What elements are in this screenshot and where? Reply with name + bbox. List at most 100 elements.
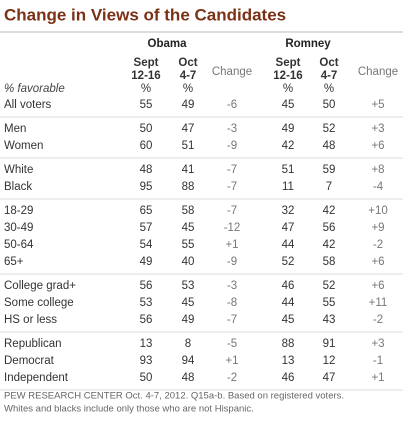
cell: 88 xyxy=(282,338,295,350)
cell: 50 xyxy=(323,99,336,111)
column-header: Sept xyxy=(134,57,159,69)
cell: 32 xyxy=(282,205,295,217)
cell: +3 xyxy=(371,123,384,135)
cell: -2 xyxy=(227,372,237,384)
column-header: Change xyxy=(358,66,398,78)
cell: -2 xyxy=(373,239,383,251)
cell: -3 xyxy=(227,123,237,135)
column-header: Change xyxy=(212,66,252,78)
cell: -8 xyxy=(227,297,237,309)
cell: 52 xyxy=(323,280,336,292)
cell: +1 xyxy=(225,239,238,251)
cell: -5 xyxy=(227,338,237,350)
footer: PEW RESEARCH CENTER Oct. 4-7, 2012. Q15a… xyxy=(4,391,344,402)
cell: 51 xyxy=(182,140,195,152)
cell: 40 xyxy=(182,256,195,268)
cell: 57 xyxy=(140,222,153,234)
cell: 43 xyxy=(323,314,336,326)
cell: 56 xyxy=(323,222,336,234)
unit-cell: % xyxy=(141,83,151,95)
cell: 51 xyxy=(282,164,295,176)
column-header: 12-16 xyxy=(131,70,160,82)
cell: -9 xyxy=(227,140,237,152)
cell: -9 xyxy=(227,256,237,268)
cell: 94 xyxy=(182,355,195,367)
cell: +6 xyxy=(371,280,384,292)
cell: 45 xyxy=(282,99,295,111)
cell: 53 xyxy=(140,297,153,309)
cell: 50 xyxy=(140,123,153,135)
row-label: % favorable xyxy=(4,83,65,95)
row-label: Independent xyxy=(4,372,69,384)
cell: 42 xyxy=(323,239,336,251)
cell: +6 xyxy=(371,256,384,268)
cell: +6 xyxy=(371,140,384,152)
cell: -12 xyxy=(224,222,241,234)
row-label: Democrat xyxy=(4,355,55,367)
row-label: 65+ xyxy=(4,256,24,268)
cell: 55 xyxy=(323,297,336,309)
row-label: White xyxy=(4,164,33,176)
cell: 46 xyxy=(282,372,295,384)
cell: -6 xyxy=(227,99,237,111)
cell: 48 xyxy=(182,372,195,384)
cell: 48 xyxy=(140,164,153,176)
cell: 47 xyxy=(182,123,195,135)
group-header: Obama xyxy=(148,38,188,50)
cell: 49 xyxy=(182,99,195,111)
cell: 55 xyxy=(182,239,195,251)
unit-cell: % xyxy=(283,83,293,95)
cell: 93 xyxy=(140,355,153,367)
cell: -3 xyxy=(227,280,237,292)
cell: 52 xyxy=(323,123,336,135)
cell: 55 xyxy=(140,99,153,111)
column-header: Oct xyxy=(319,57,338,69)
cell: +9 xyxy=(371,222,384,234)
cell: 56 xyxy=(140,280,153,292)
cell: 13 xyxy=(282,355,295,367)
cell: 42 xyxy=(323,205,336,217)
cell: 44 xyxy=(282,239,295,251)
cell: 60 xyxy=(140,140,153,152)
column-header: 4-7 xyxy=(321,70,338,82)
cell: -7 xyxy=(227,314,237,326)
cell: +1 xyxy=(371,372,384,384)
cell: +11 xyxy=(369,297,388,309)
cell: 49 xyxy=(140,256,153,268)
cell: 45 xyxy=(182,222,195,234)
cell: +8 xyxy=(371,164,384,176)
cell: -2 xyxy=(373,314,383,326)
cell: 49 xyxy=(282,123,295,135)
group-header: Romney xyxy=(285,38,331,50)
cell: 53 xyxy=(182,280,195,292)
title: Change in Views of the Candidates xyxy=(4,5,286,24)
cell: 45 xyxy=(282,314,295,326)
footer: Whites and blacks include only those who… xyxy=(4,404,254,415)
cell: 91 xyxy=(323,338,336,350)
cell: 58 xyxy=(323,256,336,268)
cell: -7 xyxy=(227,205,237,217)
cell: 58 xyxy=(182,205,195,217)
cell: 50 xyxy=(140,372,153,384)
row-label: Women xyxy=(4,140,43,152)
column-header: Oct xyxy=(178,57,197,69)
row-label: Men xyxy=(4,123,26,135)
cell: 8 xyxy=(185,338,191,350)
cell: 59 xyxy=(323,164,336,176)
row-label: 50-64 xyxy=(4,239,34,251)
cell: 12 xyxy=(323,355,336,367)
cell: 95 xyxy=(140,181,153,193)
cell: 88 xyxy=(182,181,195,193)
cell: +10 xyxy=(368,205,388,217)
cell: 47 xyxy=(282,222,295,234)
cell: +5 xyxy=(371,99,384,111)
row-label: All voters xyxy=(4,99,52,111)
cell: 7 xyxy=(326,181,332,193)
cell: -4 xyxy=(373,181,384,193)
cell: +1 xyxy=(225,355,238,367)
row-label: College grad+ xyxy=(4,280,76,292)
row-label: Black xyxy=(4,181,32,193)
cell: 48 xyxy=(323,140,336,152)
column-header: Sept xyxy=(276,57,301,69)
